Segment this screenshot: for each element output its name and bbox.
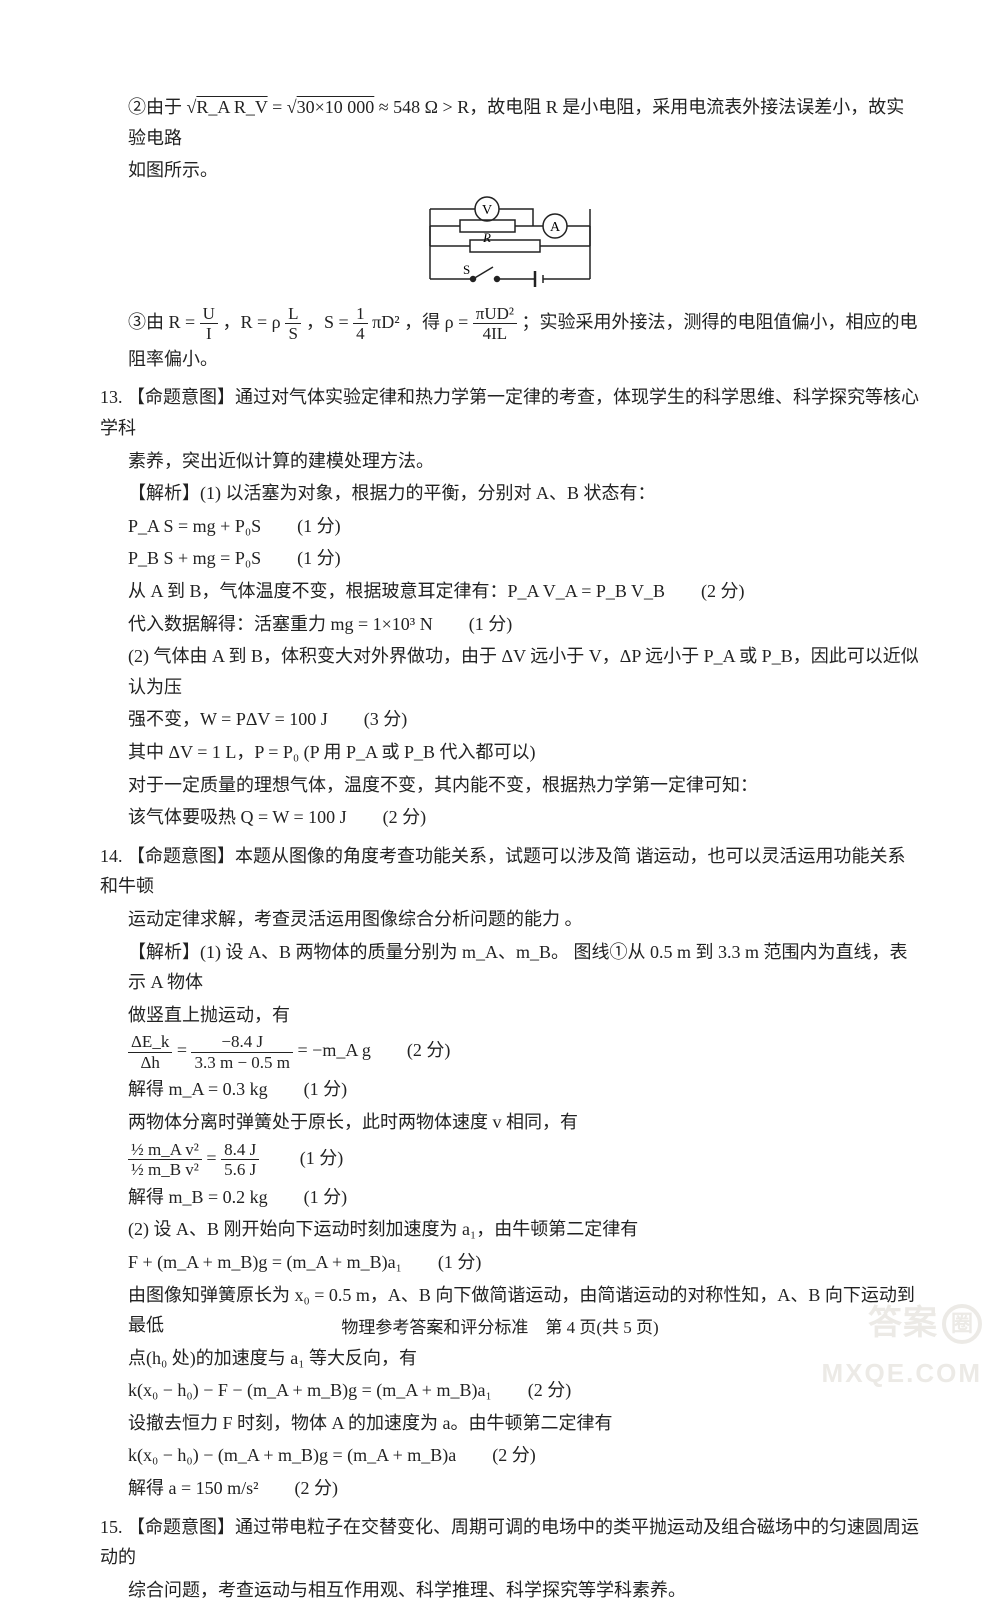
q14-eqf2: ½ m_A v²½ m_B v² = 8.4 J5.6 J (1 分)	[128, 1140, 920, 1180]
q13-l6: 强不变，W = PΔV = 100 J (3 分)	[128, 704, 920, 735]
q14-l11: 设撤去恒力 F 时刻，物体 A 的加速度为 a。由牛顿第二定律有	[128, 1408, 920, 1439]
t: ②由于	[128, 97, 182, 117]
q14-l3: 解得 m_A = 0.3 kg (1 分)	[128, 1074, 920, 1105]
q14-l4: 两物体分离时弹簧处于原长，此时两物体速度 v 相同，有	[128, 1107, 920, 1138]
eq: =	[272, 97, 287, 117]
q13-l8: 对于一定质量的理想气体，温度不变，其内能不变，根据热力学第一定律可知：	[128, 770, 920, 801]
q13-l4: 代入数据解得：活塞重力 mg = 1×10³ N (1 分)	[128, 609, 920, 640]
svg-text:V: V	[482, 203, 492, 218]
question-14: 14. 【命题意图】本题从图像的角度考查功能关系，试题可以涉及简 谐运动，也可以…	[100, 841, 920, 1504]
q14-intro2: 运动定律求解，考查灵活运用图像综合分析问题的能力 。	[128, 904, 920, 935]
t: ③由 R =	[128, 312, 200, 332]
q13-l9: 该气体要吸热 Q = W = 100 J (2 分)	[128, 802, 920, 833]
q13-l5: (2) 气体由 A 到 B，体积变大对外界做功，由于 ΔV 远小于 V，ΔP 远…	[128, 641, 920, 702]
q13-intro2: 素养，突出近似计算的建模处理方法。	[128, 446, 920, 477]
q14-l10: k(x₀ − h₀) − F − (m_A + m_B)g = (m_A + m…	[128, 1375, 920, 1406]
eq: =	[206, 1148, 221, 1168]
q14-ana: 【解析】(1) 设 A、B 两物体的质量分别为 m_A、m_B。 图线①从 0.…	[128, 937, 920, 998]
q13-eq2: P_B S + mg = P₀S (1 分)	[128, 543, 920, 574]
frac-r: −8.4 J3.3 m − 0.5 m	[191, 1032, 293, 1072]
q14-l12: k(x₀ − h₀) − (m_A + m_B)g = (m_A + m_B)a…	[128, 1440, 920, 1471]
frac-r: 8.4 J5.6 J	[221, 1140, 259, 1180]
t: 【命题意图】通过带电粒子在交替变化、周期可调的电场中的类平抛运动及组合磁场中的匀…	[100, 1517, 919, 1568]
t: 【命题意图】本题从图像的角度考查功能关系，试题可以涉及简 谐运动，也可以灵活运用…	[100, 846, 906, 897]
pre-l1: ②由于 √R_A R_V = √30×10 000 ≈ 548 Ω > R，故电…	[128, 92, 920, 153]
num: 15.	[100, 1517, 123, 1537]
q14-l9: 点(h₀ 处)的加速度与 a₁ 等大反向，有	[128, 1343, 920, 1374]
frac-l: ΔE_kΔh	[128, 1032, 172, 1072]
q14-eqf1: ΔE_kΔh = −8.4 J3.3 m − 0.5 m = −m_A g (2…	[128, 1032, 920, 1072]
question-15: 15. 【命题意图】通过带电粒子在交替变化、周期可调的电场中的类平抛运动及组合磁…	[100, 1512, 920, 1605]
t: πD² ，得 ρ =	[372, 312, 473, 332]
num: 14.	[100, 846, 123, 866]
q13-l3: 从 A 到 B，气体温度不变，根据玻意耳定律有：P_A V_A = P_B V_…	[128, 576, 920, 607]
tail: = −m_A g (2 分)	[298, 1041, 451, 1061]
t: 【命题意图】通过对气体实验定律和热力学第一定律的考查，体现学生的科学思维、科学探…	[100, 387, 919, 438]
q14-l13: 解得 a = 150 m/s² (2 分)	[128, 1473, 920, 1504]
frac-l: ½ m_A v²½ m_B v²	[128, 1140, 202, 1180]
q14-intro: 14. 【命题意图】本题从图像的角度考查功能关系，试题可以涉及简 谐运动，也可以…	[100, 841, 920, 902]
pre-l2: 如图所示。	[128, 155, 920, 186]
frac: LS	[285, 304, 301, 344]
eq: =	[177, 1041, 192, 1061]
sqrt1: R_A R_V	[196, 97, 267, 117]
frac: UI	[200, 304, 218, 344]
num: 13.	[100, 387, 123, 407]
q14-l6: (2) 设 A、B 刚开始向下运动时刻加速度为 a₁，由牛顿第二定律有	[128, 1214, 920, 1245]
svg-text:R: R	[482, 230, 491, 245]
page-footer: 物理参考答案和评分标准 第 4 页(共 5 页)	[0, 1314, 1000, 1343]
q15-intro: 15. 【命题意图】通过带电粒子在交替变化、周期可调的电场中的类平抛运动及组合磁…	[100, 1512, 920, 1573]
sqrt2: 30×10 000	[297, 97, 375, 117]
svg-text:S: S	[463, 262, 470, 277]
q14-ana2: 做竖直上抛运动，有	[128, 1000, 920, 1031]
frac: 14	[353, 304, 368, 344]
q13-l7: 其中 ΔV = 1 L，P = P₀ (P 用 P_A 或 P_B 代入都可以)	[128, 737, 920, 768]
pre-l3: ③由 R = UI ，R = ρ LS ，S = 14 πD² ，得 ρ = π…	[128, 304, 920, 375]
circuit-diagram: V A R S	[415, 194, 605, 294]
q13-eq1: P_A S = mg + P₀S (1 分)	[128, 511, 920, 542]
q14-l7: F + (m_A + m_B)g = (m_A + m_B)a₁ (1 分)	[128, 1247, 920, 1278]
q13-ana: 【解析】(1) 以活塞为对象，根据力的平衡，分别对 A、B 状态有：	[128, 478, 920, 509]
q14-l5: 解得 m_B = 0.2 kg (1 分)	[128, 1182, 920, 1213]
frac: πUD²4IL	[473, 304, 517, 344]
svg-text:A: A	[550, 220, 561, 235]
tail: (1 分)	[264, 1148, 344, 1168]
q15-intro2: 综合问题，考查运动与相互作用观、科学推理、科学探究等学科素养。	[128, 1575, 920, 1605]
t: ，R = ρ	[222, 312, 285, 332]
question-13: 13. 【命题意图】通过对气体实验定律和热力学第一定律的考查，体现学生的科学思维…	[100, 382, 920, 832]
t: ，S =	[306, 312, 353, 332]
q13-intro: 13. 【命题意图】通过对气体实验定律和热力学第一定律的考查，体现学生的科学思维…	[100, 382, 920, 443]
